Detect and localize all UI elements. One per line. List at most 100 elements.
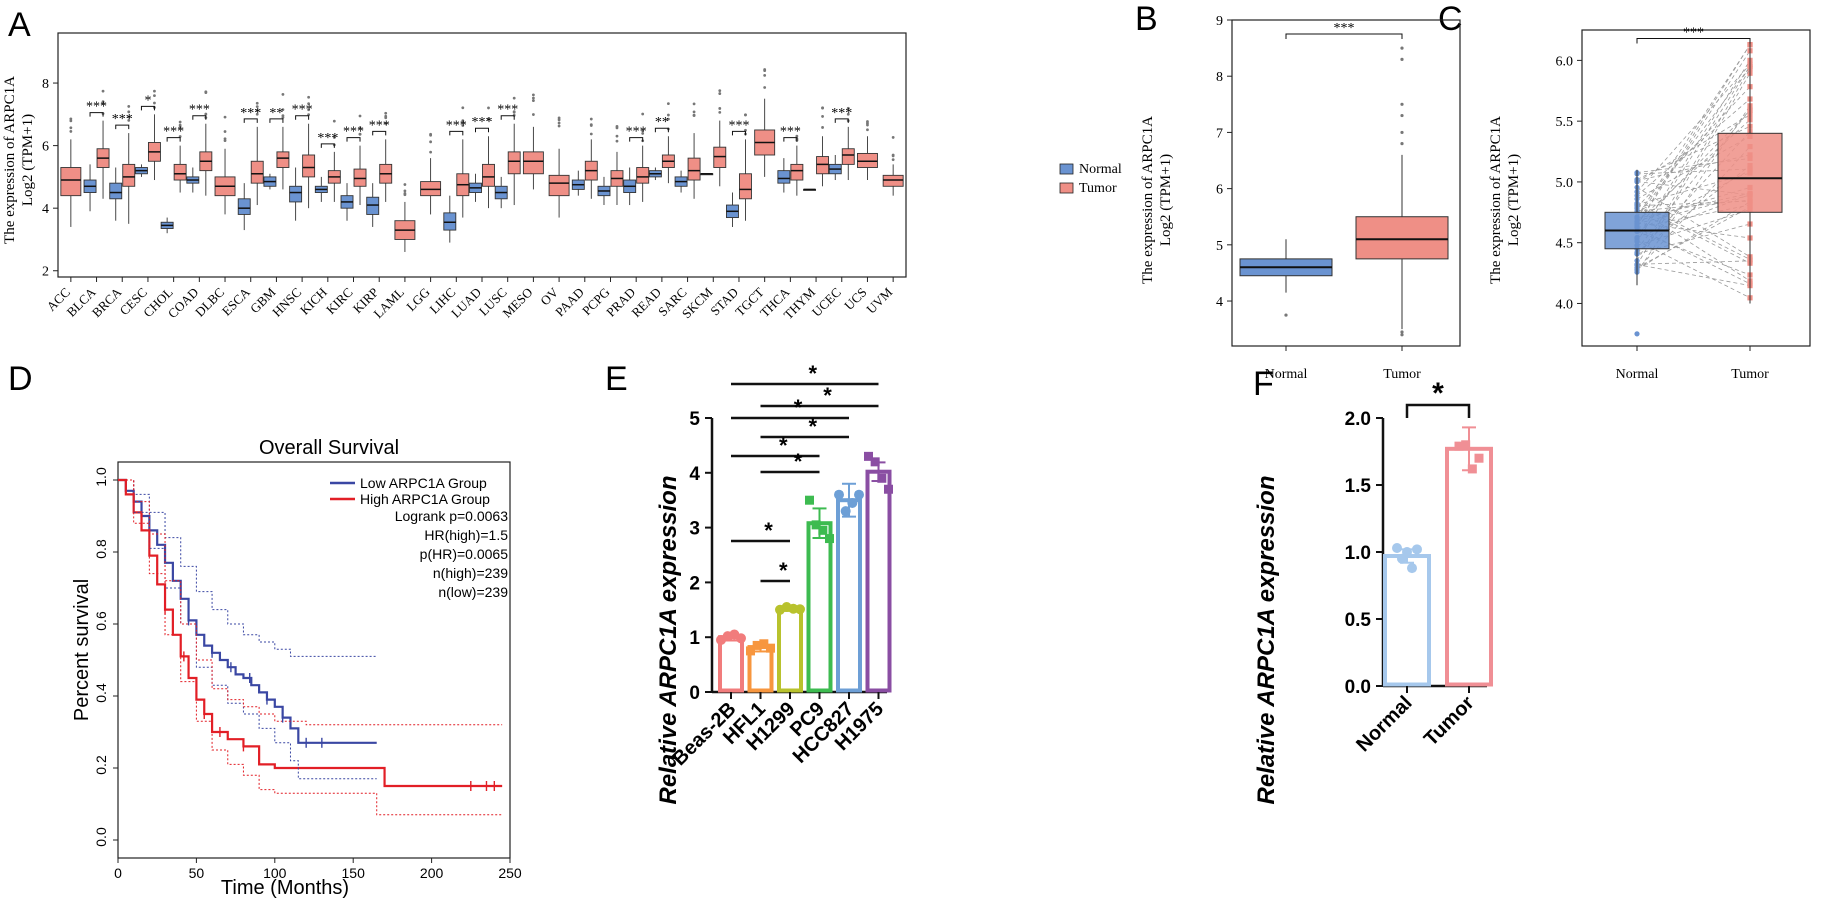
- a-outlier-point: [178, 125, 182, 129]
- a-outlier-point: [281, 93, 285, 96]
- d-xlabel: Time (Months): [221, 877, 349, 899]
- d-stat-nhigh: n(high)=239: [433, 565, 508, 581]
- e-data-point: [847, 497, 858, 508]
- f-ytick-label: 2.0: [1345, 409, 1371, 430]
- a-outlier-point: [666, 102, 670, 106]
- a-outlier-point: [384, 114, 388, 118]
- c-paired-line: [1636, 206, 1751, 269]
- a-sig-bracket: [475, 127, 489, 133]
- a-outlier-point: [821, 126, 824, 129]
- panel-letter-b: B: [1135, 0, 1158, 38]
- a-outlier-point: [531, 96, 535, 100]
- d-stat-hr: HR(high)=1.5: [424, 527, 508, 543]
- a-outlier-point: [866, 121, 869, 125]
- f-ytick-label: 1.0: [1345, 543, 1371, 564]
- a-outlier-point: [615, 139, 619, 143]
- e-comparison-label: *: [808, 414, 817, 439]
- a-sig-label: ***: [369, 118, 390, 133]
- c-box-tumor: [1717, 132, 1783, 213]
- a-sig-bracket: [783, 137, 798, 142]
- a-outlier-point: [358, 126, 362, 130]
- a-outlier-point: [557, 121, 561, 125]
- a-sig-bracket: [372, 130, 387, 136]
- a-outlier-point: [718, 110, 722, 114]
- c-paired-line: [1636, 154, 1751, 182]
- a-sig-label: ***: [189, 103, 210, 118]
- b-outlier-point: [1400, 113, 1404, 118]
- a-box-tumor: [482, 163, 495, 187]
- c-paired-line: [1636, 60, 1751, 239]
- a-box-tumor: [507, 151, 521, 175]
- a-box-tumor: [857, 152, 878, 168]
- f-data-point: [1402, 547, 1412, 557]
- a-sig-label: **: [269, 106, 283, 121]
- a-box-normal: [443, 212, 457, 231]
- f-data-point: [1467, 464, 1477, 474]
- c-ytick-label: 4.0: [1556, 297, 1574, 312]
- b-ytick-label: 6: [1216, 183, 1223, 198]
- b-outlier-point: [1284, 313, 1288, 317]
- a-sig-label: ***: [163, 125, 184, 140]
- a-xtick-label: PAAD: [552, 285, 587, 320]
- a-outlier-point: [403, 193, 407, 197]
- e-ylabel: Relative ARPC1A expression: [655, 475, 682, 804]
- a-sig-bracket: [192, 115, 207, 120]
- a-outlier-point: [332, 135, 336, 139]
- a-sig-label: ***: [780, 125, 801, 140]
- e-data-point: [877, 473, 887, 483]
- e-data-point: [811, 520, 821, 530]
- e-data-point: [818, 525, 828, 535]
- a-outlier-point: [589, 123, 593, 127]
- a-sig-bracket: [320, 143, 335, 148]
- e-data-point: [884, 484, 893, 494]
- b-sig-label: ***: [1334, 21, 1355, 36]
- a-outlier-point: [891, 136, 895, 139]
- e-data-point: [746, 646, 755, 656]
- d-title: Overall Survival: [259, 437, 399, 459]
- a-outlier-point: [763, 69, 767, 73]
- e-bar: [777, 606, 803, 693]
- a-sig-label: ***: [472, 115, 493, 130]
- a-ytick-label: 8: [42, 77, 49, 92]
- a-outlier-point: [763, 86, 767, 89]
- c-ytick-label: 6.0: [1556, 54, 1574, 69]
- b-ytick-label: 8: [1216, 70, 1223, 85]
- a-outlier-point: [127, 110, 131, 114]
- d-ci-high-lower: [118, 479, 503, 816]
- a-box-tumor: [548, 174, 570, 197]
- d-stat-nlow: n(low)=239: [438, 584, 508, 600]
- a-outlier-point: [487, 117, 490, 121]
- a-outlier-point: [429, 133, 433, 137]
- f-data-point: [1461, 440, 1471, 450]
- f-data-point: [1454, 441, 1464, 451]
- c-paired-line: [1636, 186, 1751, 258]
- a-outlier-point: [615, 125, 619, 128]
- a-outlier-point: [615, 134, 619, 138]
- b-plot-frame: [1231, 19, 1461, 347]
- d-plot-frame: [117, 461, 511, 859]
- a-sig-bracket: [654, 127, 669, 133]
- a-box-tumor: [122, 163, 136, 187]
- a-xtick-label: UCEC: [809, 285, 844, 320]
- a-outlier-point: [101, 100, 105, 104]
- a-outlier-point: [127, 119, 131, 122]
- d-xtick-label: 0: [114, 865, 122, 881]
- a-outlier-point: [692, 102, 696, 106]
- a-sig-label: ***: [292, 103, 313, 118]
- a-sig-bracket: [731, 130, 746, 136]
- a-sig-label: *: [144, 93, 151, 108]
- b-box-tumor: [1355, 216, 1449, 260]
- c-normal-point: [1634, 331, 1640, 337]
- c-plot-frame: [1581, 29, 1811, 347]
- c-paired-line: [1636, 172, 1751, 206]
- a-outlier-point: [744, 113, 747, 117]
- b-sig-bracket: [1285, 33, 1403, 40]
- d-ytick-label: 0.2: [93, 755, 109, 775]
- a-xtick-label: KIRC: [323, 285, 356, 318]
- a-sig-label: ***: [112, 112, 133, 127]
- a-outlier-point: [332, 119, 336, 123]
- a-ylabel-line2: Log2 (TPM+1): [20, 114, 36, 206]
- a-legend-normal-swatch: [1059, 163, 1074, 175]
- a-outlier-point: [223, 139, 227, 143]
- b-ytick-label: 9: [1216, 14, 1223, 29]
